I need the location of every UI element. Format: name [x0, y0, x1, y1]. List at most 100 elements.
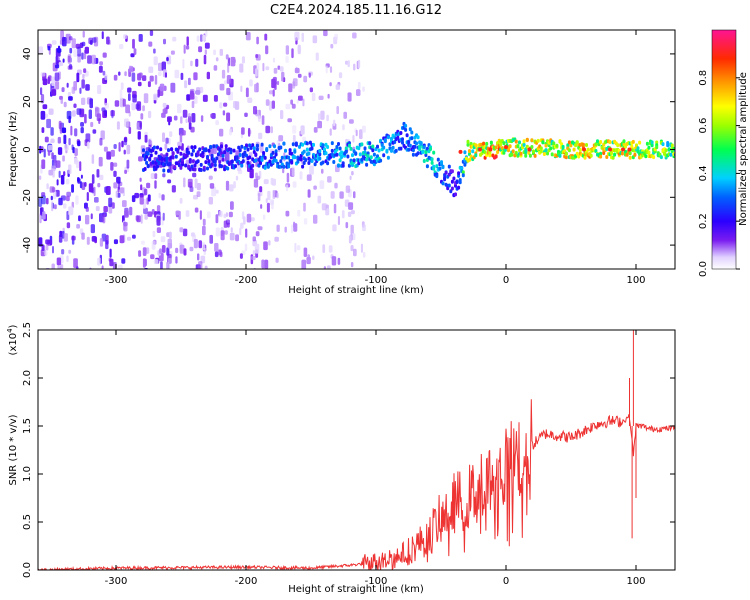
heatmap-ridge-cell	[391, 145, 395, 150]
heatmap-noise-cell	[81, 52, 84, 60]
heatmap-noise-cell	[301, 32, 304, 42]
heatmap-noise-cell	[160, 236, 166, 243]
heatmap-noise-cell	[321, 203, 327, 211]
heatmap-noise-cell	[303, 247, 308, 257]
heatmap-noise-cell	[58, 61, 64, 67]
colorbar-tick-label: 0.0	[698, 261, 709, 277]
snr-x-ticks: -300 -200 -100 0 100	[105, 330, 646, 587]
heatmap-noise-cell	[50, 195, 53, 201]
heatmap-noise-cell	[286, 172, 290, 183]
heatmap-ridge-cell	[468, 149, 471, 153]
heatmap-ridge-cell	[566, 143, 570, 148]
heatmap-noise-cell	[57, 147, 63, 155]
heatmap-noise-cell	[38, 46, 44, 55]
heatmap-noise-cell	[333, 119, 336, 127]
heatmap-noise-cell	[319, 180, 325, 189]
heatmap-ridge-cell	[667, 147, 671, 152]
heatmap-noise-cell	[82, 30, 85, 38]
heatmap-noise-cell	[288, 83, 293, 93]
heatmap-ridge-cell	[539, 149, 543, 154]
heatmap-noise-cell	[56, 257, 62, 266]
heatmap-noise-cell	[169, 231, 172, 239]
heatmap-ridge-cell	[282, 164, 286, 169]
heatmap-ridge-cell	[204, 160, 208, 165]
heatmap-ridge-cell	[527, 150, 531, 155]
heatmap-ridge-cell	[638, 140, 642, 145]
heatmap-noise-cell	[147, 138, 152, 145]
heatmap-ridge-cell	[644, 154, 648, 159]
heatmap-ridge-cell	[151, 160, 155, 165]
heatmap-noise-cell	[111, 202, 115, 209]
heatmap-noise-cell	[142, 247, 147, 256]
heatmap-noise-cell	[62, 36, 65, 42]
heatmap-noise-cell	[127, 87, 132, 93]
heatmap-noise-cell	[362, 252, 366, 258]
heatmap-noise-cell	[252, 236, 256, 242]
heatmap-noise-cell	[225, 212, 228, 217]
heatmap-noise-cell	[139, 122, 142, 128]
heatmap-ridge-cell	[251, 163, 255, 168]
heatmap-noise-cell	[97, 182, 101, 188]
heatmap-ridge-cell	[330, 148, 334, 153]
heatmap-peak-cell	[488, 147, 493, 152]
heatmap-ridge-cell	[536, 138, 540, 143]
heatmap-noise-cell	[89, 98, 93, 109]
heatmap-noise-cell	[153, 48, 156, 54]
heatmap-noise-cell	[219, 83, 225, 91]
heatmap-noise-cell	[44, 136, 49, 143]
heatmap-noise-cell	[195, 58, 199, 67]
heatmap-ridge-cell	[352, 158, 356, 163]
heatmap-noise-cell	[101, 107, 106, 112]
heatmap-ridge-cell	[235, 155, 239, 160]
heatmap-noise-cell	[71, 235, 76, 241]
heatmap-ridge-cell	[191, 148, 195, 153]
heatmap-noise-cell	[185, 118, 188, 123]
heatmap-noise-cell	[66, 222, 71, 229]
heatmap-ridge-cell	[199, 168, 203, 172]
heatmap-ridge-cell	[624, 149, 627, 154]
heatmap-ridge-cell	[341, 163, 345, 168]
heatmap-noise-cell	[166, 57, 169, 62]
heatmap-ridge-cell	[294, 141, 298, 146]
heatmap-noise-cell	[172, 36, 177, 42]
heatmap-noise-cell	[189, 186, 194, 192]
heatmap-noise-cell	[142, 75, 147, 81]
heatmap-ridge-cell	[302, 149, 306, 154]
heatmap-noise-cell	[84, 182, 87, 187]
heatmap-noise-cell	[334, 33, 338, 41]
heatmap-noise-cell	[85, 133, 91, 143]
heatmap-noise-cell	[317, 195, 322, 204]
heatmap-noise-cell	[244, 112, 248, 117]
heatmap-ridge-cell	[165, 156, 169, 161]
heatmap-noise-cell	[119, 44, 124, 50]
heatmap-noise-cell	[113, 182, 118, 189]
heatmap-noise-cell	[58, 170, 61, 178]
heatmap-ridge-cell	[260, 157, 264, 162]
heatmap-noise-cell	[355, 129, 358, 137]
heatmap-noise-cell	[215, 57, 219, 62]
heatmap-ridge-cell	[605, 155, 609, 159]
heatmap-noise-cell	[263, 179, 269, 185]
heatmap-noise-cell	[69, 47, 73, 54]
heatmap-noise-cell	[157, 71, 162, 76]
heatmap-noise-cell	[208, 196, 213, 205]
heatmap-ridge-cell	[502, 141, 506, 146]
heatmap-noise-cell	[81, 97, 86, 105]
heatmap-noise-cell	[123, 223, 128, 232]
heatmap-noise-cell	[239, 253, 243, 259]
heatmap-noise-cell	[214, 243, 219, 252]
heatmap-ridge-cell	[310, 159, 314, 163]
heatmap-noise-cell	[79, 161, 82, 172]
heatmap-noise-cell	[140, 240, 145, 245]
heatmap-noise-cell	[255, 172, 258, 179]
heatmap-peak-cell	[527, 147, 532, 152]
heatmap-ridge-cell	[346, 154, 350, 159]
heatmap-noise-cell	[57, 136, 61, 144]
heatmap-ridge-cell	[220, 144, 223, 149]
heatmap-ridge-cell	[407, 139, 411, 144]
heatmap-ridge-cell	[519, 151, 523, 156]
heatmap-noise-cell	[252, 250, 255, 256]
heatmap-noise-cell	[179, 197, 183, 204]
heatmap-noise-cell	[73, 49, 78, 57]
